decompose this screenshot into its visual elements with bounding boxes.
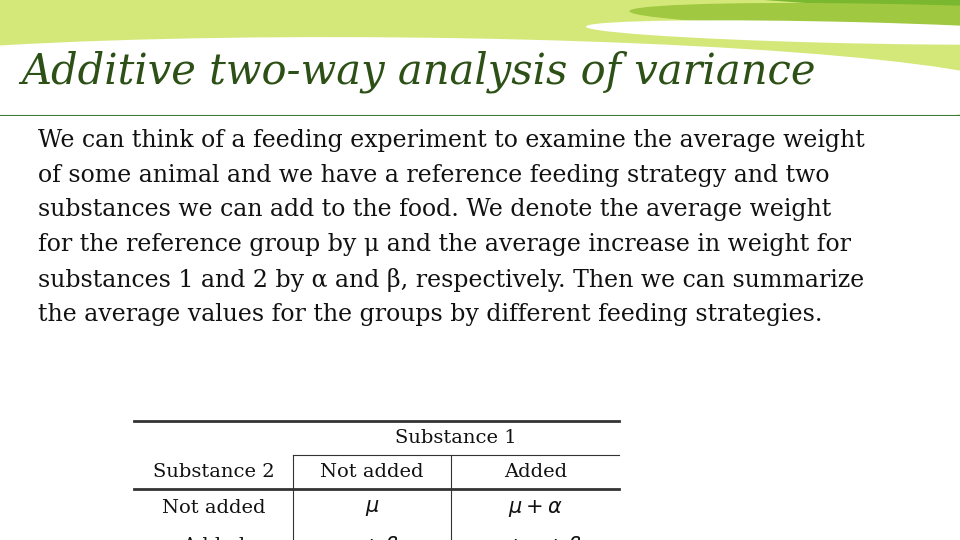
Text: Not added: Not added — [162, 499, 265, 517]
Text: Added: Added — [182, 537, 245, 540]
Ellipse shape — [0, 37, 960, 137]
FancyBboxPatch shape — [0, 0, 960, 116]
Text: $\mu$: $\mu$ — [365, 498, 379, 518]
Text: We can think of a feeding experiment to examine the average weight: We can think of a feeding experiment to … — [38, 129, 865, 152]
Text: Additive two-way analysis of variance: Additive two-way analysis of variance — [21, 51, 816, 93]
Text: $\mu+\alpha+\beta$: $\mu+\alpha+\beta$ — [489, 535, 582, 540]
Text: substances 1 and 2 by α and β, respectively. Then we can summarize: substances 1 and 2 by α and β, respectiv… — [38, 268, 865, 292]
Text: $\mu+\beta$: $\mu+\beta$ — [345, 535, 399, 540]
Text: of some animal and we have a reference feeding strategy and two: of some animal and we have a reference f… — [38, 164, 829, 187]
Text: Added: Added — [504, 463, 566, 481]
Text: $\mu+\alpha$: $\mu+\alpha$ — [508, 498, 563, 519]
Ellipse shape — [654, 0, 960, 12]
Text: Not added: Not added — [321, 463, 423, 481]
Text: Substance 1: Substance 1 — [396, 429, 516, 447]
Ellipse shape — [586, 21, 960, 45]
Ellipse shape — [0, 122, 192, 180]
Ellipse shape — [630, 3, 960, 32]
Text: the average values for the groups by different feeding strategies.: the average values for the groups by dif… — [38, 302, 823, 326]
Text: substances we can add to the food. We denote the average weight: substances we can add to the food. We de… — [38, 198, 831, 221]
Text: Substance 2: Substance 2 — [153, 463, 275, 481]
Text: for the reference group by μ and the average increase in weight for: for the reference group by μ and the ave… — [38, 233, 852, 256]
